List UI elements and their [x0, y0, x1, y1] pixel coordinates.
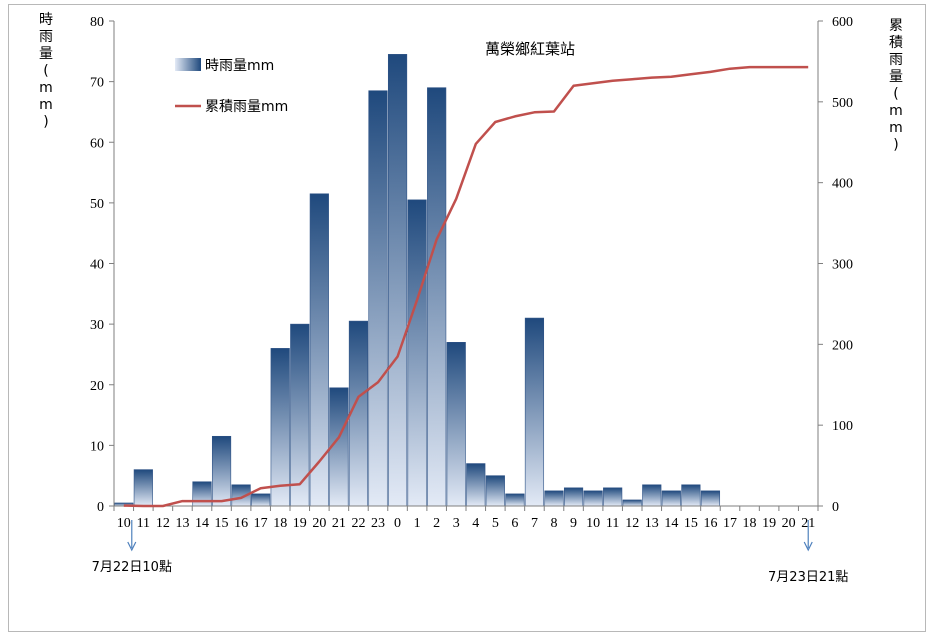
- bar: [622, 499, 642, 507]
- bar: [446, 342, 466, 507]
- x-tick-label: 12: [156, 516, 170, 531]
- y-tick-label-left: 50: [90, 197, 104, 212]
- annotation-arrowhead: [803, 541, 813, 552]
- bar: [524, 317, 545, 507]
- x-tick-label: 13: [175, 516, 189, 531]
- x-tick-label: 17: [723, 516, 737, 531]
- bar: [642, 484, 662, 507]
- annotation-arrowhead: [127, 541, 137, 552]
- x-tick-label: 18: [743, 516, 757, 531]
- bar: [368, 90, 388, 507]
- x-tick-label: 1: [414, 516, 421, 531]
- x-tick-label: 6: [511, 516, 518, 531]
- y-tick-label-right: 300: [832, 258, 853, 273]
- y-tick-label-left: 40: [90, 258, 104, 273]
- x-tick-label: 14: [195, 516, 209, 531]
- y-tick-label-right: 600: [832, 15, 853, 30]
- x-tick-label: 12: [625, 516, 639, 531]
- bar: [270, 348, 290, 507]
- bar: [133, 469, 153, 507]
- legend-label-line: 累積雨量mm: [205, 99, 288, 115]
- annotation-label: 7月22日10點: [92, 560, 172, 575]
- x-tick-label: 5: [492, 516, 499, 531]
- x-tick-label: 19: [762, 516, 776, 531]
- legend-swatch-bar: [175, 58, 201, 71]
- bar: [603, 487, 623, 507]
- bar: [681, 484, 701, 507]
- x-tick-label: 16: [234, 516, 248, 531]
- x-tick-label: 4: [472, 516, 479, 531]
- bar: [211, 435, 232, 507]
- y-tick-label-left: 30: [90, 318, 104, 333]
- x-tick-label: 15: [215, 516, 229, 531]
- y-tick-label-left: 70: [90, 76, 104, 91]
- x-tick-label: 19: [293, 516, 307, 531]
- bar: [348, 320, 369, 507]
- x-tick-label: 20: [312, 516, 326, 531]
- x-tick-label: 10: [117, 516, 131, 531]
- y-tick-label-right: 400: [832, 177, 853, 192]
- y-tick-label-left: 60: [90, 136, 104, 151]
- x-tick-label: 17: [254, 516, 268, 531]
- x-tick-label: 10: [586, 516, 600, 531]
- bar: [700, 490, 721, 507]
- chart-frame: [8, 4, 926, 632]
- y-tick-label-left: 20: [90, 379, 104, 394]
- bar: [290, 323, 310, 507]
- bar: [251, 493, 271, 507]
- bar: [466, 463, 486, 507]
- y-tick-label-left: 10: [90, 439, 104, 454]
- y-tick-label-right: 0: [832, 500, 839, 515]
- bar-series: [114, 54, 721, 507]
- x-tick-label: 8: [551, 516, 558, 531]
- legend-label-bar: 時雨量mm: [205, 58, 274, 74]
- x-tick-label: 7: [531, 516, 538, 531]
- legend: 時雨量mm 累積雨量mm: [175, 58, 288, 115]
- chart-title: 萬榮鄉紅葉站: [485, 40, 575, 58]
- x-tick-label: 11: [137, 516, 150, 531]
- cumulative-line: [123, 65, 809, 508]
- x-tick-label: 20: [782, 516, 796, 531]
- x-tick-label: 14: [664, 516, 678, 531]
- bar: [544, 490, 564, 507]
- x-tick-label: 13: [645, 516, 659, 531]
- y-tick-label-left: 80: [90, 15, 104, 30]
- x-tick-label: 15: [684, 516, 698, 531]
- y-tick-label-right: 100: [832, 419, 853, 434]
- x-tick-label: 18: [273, 516, 287, 531]
- x-tick-label: 22: [351, 516, 365, 531]
- bar: [563, 487, 584, 507]
- y-tick-label-right: 200: [832, 338, 853, 353]
- line-series: [123, 65, 809, 508]
- y-axis-title-right: 累積雨量(m m): [889, 18, 903, 153]
- bar: [309, 193, 329, 507]
- x-tick-label: 9: [570, 516, 577, 531]
- annotation-label: 7月23日21點: [768, 570, 848, 585]
- x-tick-label: 11: [606, 516, 619, 531]
- bar: [485, 475, 505, 507]
- x-tick-label: 16: [703, 516, 717, 531]
- x-tick-label: 3: [453, 516, 460, 531]
- x-tick-label: 0: [394, 516, 401, 531]
- axes: [109, 20, 823, 511]
- bar: [407, 199, 427, 507]
- bar: [505, 493, 525, 507]
- x-tick-label: 21: [332, 516, 346, 531]
- x-tick-label: 23: [371, 516, 385, 531]
- bar: [427, 87, 447, 507]
- y-axis-title-left: 時雨量(m m): [39, 12, 53, 130]
- x-tick-label: 2: [433, 516, 440, 531]
- y-tick-label-left: 0: [97, 500, 104, 515]
- bar: [192, 481, 212, 507]
- y-tick-label-right: 500: [832, 96, 853, 111]
- bar: [387, 54, 408, 507]
- bar: [583, 490, 603, 507]
- annotations: 7月22日10點 7月23日21點: [92, 520, 848, 585]
- bar: [661, 490, 681, 507]
